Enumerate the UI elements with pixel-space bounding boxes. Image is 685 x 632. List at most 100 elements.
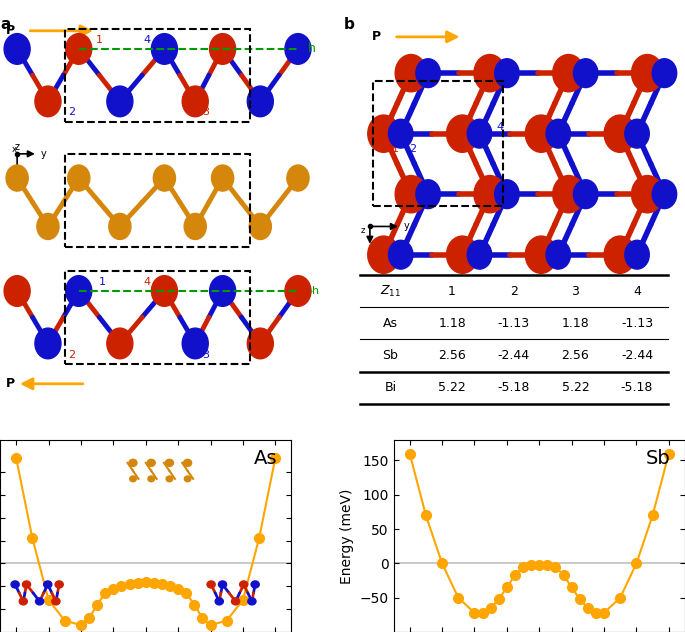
Circle shape	[232, 598, 240, 605]
Text: 4: 4	[633, 284, 641, 298]
Text: h: h	[308, 42, 316, 56]
Circle shape	[182, 86, 208, 117]
Circle shape	[467, 240, 492, 269]
Circle shape	[66, 276, 92, 307]
Text: 1: 1	[99, 277, 106, 287]
Text: 2: 2	[409, 144, 416, 154]
Circle shape	[148, 476, 155, 482]
Circle shape	[11, 581, 19, 588]
Circle shape	[251, 581, 259, 588]
Text: y: y	[41, 149, 47, 159]
Circle shape	[19, 598, 27, 605]
Text: -2.44: -2.44	[621, 349, 653, 362]
Text: Bi: Bi	[384, 381, 397, 394]
Text: -5.18: -5.18	[497, 381, 530, 394]
Text: 4: 4	[144, 35, 151, 45]
Circle shape	[207, 581, 215, 588]
Circle shape	[6, 165, 28, 191]
Text: 5.22: 5.22	[438, 381, 466, 394]
Circle shape	[474, 176, 506, 213]
Text: 1: 1	[392, 144, 399, 154]
Circle shape	[525, 236, 557, 273]
Circle shape	[495, 179, 519, 209]
Text: 3: 3	[479, 121, 486, 131]
Text: 2: 2	[510, 284, 518, 298]
Circle shape	[416, 179, 440, 209]
Circle shape	[525, 115, 557, 152]
Circle shape	[553, 54, 584, 92]
Circle shape	[395, 176, 427, 213]
Text: -1.13: -1.13	[498, 317, 530, 330]
Text: x: x	[12, 145, 17, 154]
Circle shape	[632, 54, 663, 92]
Text: b: b	[344, 16, 355, 32]
Circle shape	[212, 165, 234, 191]
Circle shape	[129, 476, 136, 482]
Circle shape	[652, 59, 677, 88]
Bar	[373, 82, 503, 206]
Circle shape	[219, 581, 227, 588]
Text: P: P	[5, 24, 15, 37]
Text: 4: 4	[497, 121, 503, 131]
Circle shape	[247, 86, 273, 117]
Circle shape	[66, 33, 92, 64]
Circle shape	[215, 598, 223, 605]
Circle shape	[652, 179, 677, 209]
Text: $Z_{11}$: $Z_{11}$	[380, 284, 401, 298]
Circle shape	[107, 328, 133, 359]
Circle shape	[35, 86, 61, 117]
Text: 2: 2	[68, 107, 75, 118]
Text: a: a	[0, 16, 10, 32]
Circle shape	[395, 54, 427, 92]
Circle shape	[37, 214, 59, 240]
Circle shape	[467, 119, 492, 148]
Text: P: P	[5, 377, 15, 391]
Circle shape	[210, 33, 236, 64]
Text: 1: 1	[96, 35, 103, 45]
Circle shape	[625, 119, 649, 148]
Circle shape	[553, 176, 584, 213]
Circle shape	[210, 276, 236, 307]
Text: -2.44: -2.44	[498, 349, 530, 362]
Circle shape	[44, 581, 52, 588]
Circle shape	[625, 240, 649, 269]
Text: As: As	[383, 317, 398, 330]
Circle shape	[147, 459, 155, 466]
Circle shape	[604, 236, 636, 273]
Circle shape	[546, 240, 571, 269]
Text: x: x	[367, 251, 373, 260]
Circle shape	[388, 119, 413, 148]
Circle shape	[249, 214, 271, 240]
Circle shape	[368, 115, 399, 152]
Circle shape	[573, 59, 598, 88]
Circle shape	[52, 598, 60, 605]
Circle shape	[495, 59, 519, 88]
Circle shape	[35, 328, 61, 359]
Text: 4: 4	[144, 277, 151, 287]
Circle shape	[55, 581, 63, 588]
Bar	[65, 29, 250, 121]
Text: Sb: Sb	[382, 349, 399, 362]
Circle shape	[248, 598, 256, 605]
Circle shape	[247, 328, 273, 359]
Bar	[65, 154, 250, 246]
Circle shape	[604, 115, 636, 152]
Text: 5.22: 5.22	[562, 381, 589, 394]
Circle shape	[107, 86, 133, 117]
Text: 2: 2	[68, 349, 75, 360]
Circle shape	[240, 581, 248, 588]
Circle shape	[165, 459, 173, 466]
Circle shape	[573, 179, 598, 209]
Text: z: z	[14, 142, 20, 152]
Text: 1: 1	[448, 284, 456, 298]
Circle shape	[4, 33, 30, 64]
Circle shape	[68, 165, 90, 191]
Circle shape	[285, 276, 311, 307]
Text: 3: 3	[571, 284, 580, 298]
Circle shape	[368, 236, 399, 273]
Text: Sb: Sb	[646, 449, 671, 468]
Circle shape	[447, 115, 478, 152]
Circle shape	[285, 33, 311, 64]
Text: 3: 3	[202, 349, 209, 360]
Text: -1.13: -1.13	[621, 317, 653, 330]
